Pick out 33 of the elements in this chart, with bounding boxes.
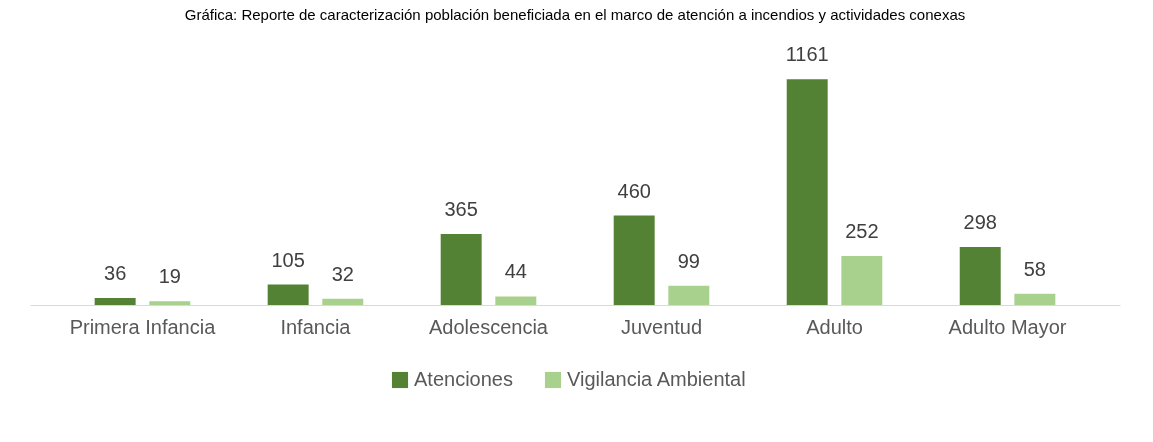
bar [841, 256, 883, 305]
data-label: 1161 [785, 43, 829, 66]
x-tick-label: Primera Infancia [69, 315, 217, 338]
data-label: 32 [331, 262, 354, 285]
x-tick-label: Infancia [280, 315, 352, 338]
data-label: 44 [504, 260, 527, 283]
data-label: 460 [617, 179, 651, 202]
bar [322, 298, 364, 305]
data-label: 19 [158, 265, 181, 288]
bar [267, 284, 309, 305]
bar [1014, 293, 1056, 305]
chart-title: Gráfica: Reporte de caracterización población beneficiada en el marco de atención a incendios y actividades conexas [184, 6, 966, 24]
legend-label: Atenciones [414, 368, 513, 390]
data-label: 252 [845, 220, 879, 243]
bar [94, 298, 136, 305]
x-tick-label: Adolescencia [429, 315, 549, 338]
x-tick-label: Adulto [806, 315, 863, 338]
data-label: 365 [444, 198, 478, 221]
bar [786, 79, 828, 305]
legend-label: Vigilancia Ambiental [567, 368, 746, 390]
bar [149, 301, 191, 305]
data-label: 105 [271, 248, 305, 271]
bar [440, 234, 482, 305]
bar [613, 215, 655, 305]
x-tick-label: Juventud [620, 315, 703, 338]
bar [495, 296, 537, 305]
data-label: 99 [677, 249, 700, 272]
data-label: 58 [1023, 257, 1046, 280]
bar [959, 247, 1001, 305]
x-tick-label: Adulto Mayor [948, 315, 1067, 338]
data-label: 298 [963, 211, 997, 234]
data-label: 36 [104, 262, 127, 284]
bar [668, 285, 710, 305]
